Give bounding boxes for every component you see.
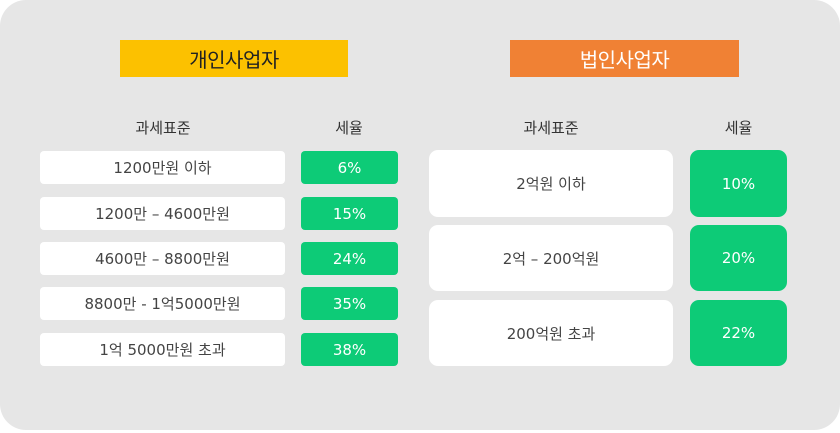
personal-rate-cell: 15% <box>301 197 398 230</box>
personal-rate-cell: 38% <box>301 333 398 366</box>
corporate-rate-cell: 22% <box>690 300 787 366</box>
corporate-rate-cell: 20% <box>690 225 787 291</box>
personal-base-cell: 1억 5000만원 초과 <box>40 333 285 366</box>
personal-base-cell: 1200만 – 4600만원 <box>40 197 285 230</box>
personal-base-cell: 1200만원 이하 <box>40 151 285 184</box>
corporate-base-cell: 2억원 이하 <box>429 150 673 217</box>
personal-rate-header: 세율 <box>335 119 363 137</box>
corporate-base-header: 과세표준 <box>523 119 579 137</box>
personal-base-cell: 8800만 - 1억5000만원 <box>40 287 285 320</box>
corporate-business-title: 법인사업자 <box>510 40 739 77</box>
personal-rate-cell: 6% <box>301 151 398 184</box>
corporate-rate-cell: 10% <box>690 150 787 217</box>
personal-rate-cell: 35% <box>301 287 398 320</box>
personal-base-header: 과세표준 <box>135 119 191 137</box>
personal-base-cell: 4600만 – 8800만원 <box>40 242 285 275</box>
personal-rate-cell: 24% <box>301 242 398 275</box>
corporate-rate-header: 세율 <box>724 119 753 137</box>
corporate-base-cell: 200억원 초과 <box>429 300 673 366</box>
personal-business-title: 개인사업자 <box>120 40 348 77</box>
corporate-base-cell: 2억 – 200억원 <box>429 225 673 291</box>
